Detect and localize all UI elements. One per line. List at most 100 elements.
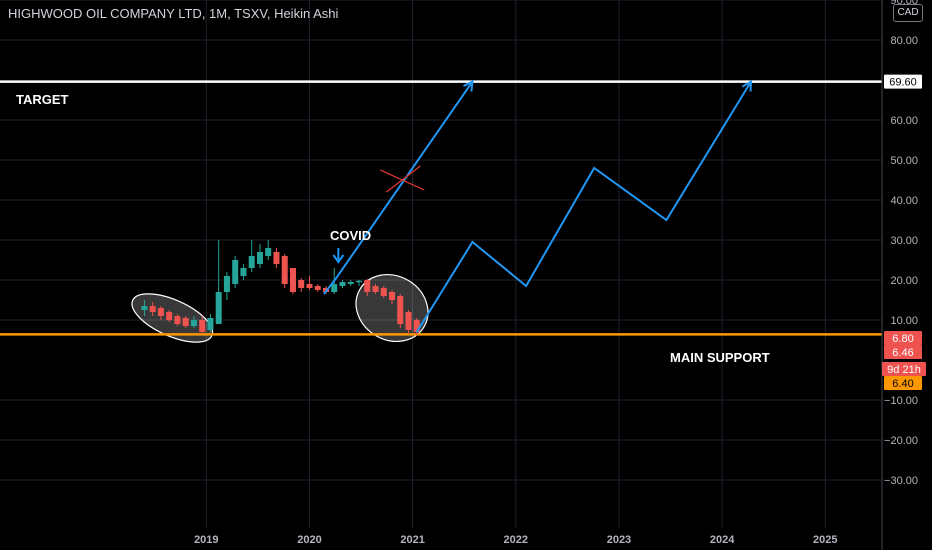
candle xyxy=(240,264,247,280)
projection-arrowhead xyxy=(463,79,474,92)
candle xyxy=(149,302,156,316)
candle xyxy=(298,278,305,292)
y-tick-label: 10.00 xyxy=(890,315,918,327)
candle xyxy=(199,316,206,334)
candle xyxy=(207,314,214,332)
y-tick-label: −30.00 xyxy=(884,475,918,487)
price-label-bg xyxy=(884,345,922,359)
candle-body xyxy=(413,320,420,332)
candle-body xyxy=(199,320,206,332)
y-tick-label: 40.00 xyxy=(890,195,918,207)
candle-body xyxy=(166,312,173,320)
candle xyxy=(215,240,222,324)
x-tick-label: 2020 xyxy=(297,534,321,546)
price-label-text: 69.60 xyxy=(889,77,917,89)
candle xyxy=(372,284,379,294)
y-tick-label: 20.00 xyxy=(890,275,918,287)
candle xyxy=(174,314,181,326)
candle xyxy=(256,244,263,268)
candle xyxy=(157,306,164,320)
x-tick-label: 2025 xyxy=(813,534,837,546)
x-tick-label: 2021 xyxy=(400,534,424,546)
target-annotation: TARGET xyxy=(16,92,69,107)
candle-body xyxy=(306,284,313,288)
price-label-text: 6.46 xyxy=(892,347,913,359)
covid-annotation: COVID xyxy=(330,228,372,243)
candle xyxy=(314,284,321,292)
candle-body xyxy=(380,288,387,296)
candle-body xyxy=(215,292,222,324)
candle xyxy=(397,294,404,328)
projection-paths[interactable] xyxy=(323,79,753,333)
chart-title: HIGHWOOD OIL COMPANY LTD, 1M, TSXV, Heik… xyxy=(8,6,339,21)
price-label-6960: 69.60 xyxy=(884,74,922,89)
y-tick-label: 60.00 xyxy=(890,115,918,127)
projection-path[interactable] xyxy=(323,81,474,295)
candle-body xyxy=(298,280,305,288)
candle xyxy=(389,290,395,304)
candle xyxy=(413,318,420,336)
candle-body xyxy=(405,312,412,330)
candle xyxy=(166,310,173,322)
candle-body xyxy=(355,280,362,283)
price-label-640: 6.40 xyxy=(884,376,922,390)
candle-body xyxy=(347,282,354,284)
price-label-bg xyxy=(884,331,922,345)
candle-body xyxy=(248,256,255,268)
y-tick-label: 30.00 xyxy=(890,235,918,247)
y-tick-label: 50.00 xyxy=(890,155,918,167)
price-label-text: 9d 21h xyxy=(887,364,921,376)
y-tick-label: 80.00 xyxy=(890,35,918,47)
candle xyxy=(232,256,239,288)
candle xyxy=(182,316,189,328)
x-tick-label: 2022 xyxy=(504,534,528,546)
candle-body xyxy=(232,260,239,284)
candle xyxy=(339,280,346,288)
candle-body xyxy=(364,280,371,292)
candle-body xyxy=(190,320,197,326)
price-label-bg xyxy=(884,376,922,390)
grid xyxy=(0,0,882,528)
candles xyxy=(141,240,420,336)
horizontal-lines[interactable] xyxy=(0,80,882,336)
candle xyxy=(141,300,148,316)
candle-body xyxy=(265,248,272,256)
candle xyxy=(347,280,354,286)
price-label-text: 6.40 xyxy=(892,378,913,390)
candle-body xyxy=(372,286,379,292)
candle-body xyxy=(314,286,321,290)
candle xyxy=(306,276,313,290)
price-label-text: 6.80 xyxy=(892,333,913,345)
candle-body xyxy=(149,306,156,312)
covid-arrow-icon xyxy=(332,248,345,264)
candle xyxy=(281,254,288,288)
candle-body xyxy=(174,316,181,324)
candle-body xyxy=(273,252,280,264)
candle xyxy=(364,279,371,296)
candle-body xyxy=(223,276,230,292)
candle xyxy=(355,280,362,286)
candle xyxy=(223,272,230,300)
price-label-680: 6.80 xyxy=(884,331,922,345)
projection-path[interactable] xyxy=(415,81,752,333)
price-label-9d21h: 9d 21h xyxy=(882,362,926,376)
price-labels: 69.60 6.80 6.46 9d 21h 6.40 xyxy=(882,74,926,390)
candle-body xyxy=(289,268,296,292)
projection-arrowhead xyxy=(741,79,753,92)
candle-body xyxy=(397,296,404,324)
candle-body xyxy=(256,252,263,264)
cross-stroke-2 xyxy=(385,165,421,193)
time-axis[interactable]: 2019 2020 2021 2022 2023 2024 2025 xyxy=(194,534,837,546)
candle xyxy=(265,240,272,260)
candle-body xyxy=(182,318,189,326)
price-axis[interactable]: 90.00 80.00 60.00 50.00 40.00 30.00 20.00 10.00… xyxy=(884,0,918,487)
x-tick-label: 2023 xyxy=(607,534,631,546)
cross-out-mark xyxy=(380,165,425,193)
candle xyxy=(190,316,197,328)
candle-body xyxy=(389,292,395,300)
currency-badge[interactable]: CAD xyxy=(893,4,923,22)
main-support-annotation: MAIN SUPPORT xyxy=(670,350,770,365)
candle-body xyxy=(141,306,148,310)
candle xyxy=(405,310,412,334)
